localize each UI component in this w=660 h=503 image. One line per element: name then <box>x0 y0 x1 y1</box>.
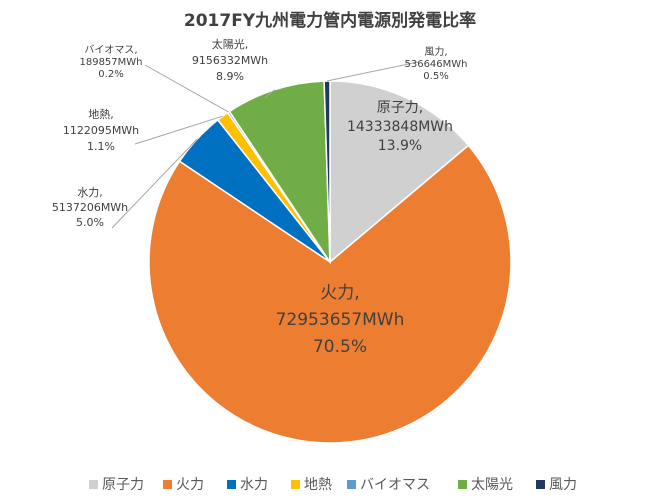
legend-item: 風力 <box>536 477 577 493</box>
legend-swatch <box>227 480 236 489</box>
pie-slices <box>148 80 512 444</box>
legend-item: 地熱 <box>291 477 332 493</box>
leader-line <box>134 115 223 145</box>
leader-line <box>326 61 419 82</box>
leader-line <box>264 89 276 99</box>
slice-label-percent: 0.5% <box>423 71 448 82</box>
legend-item: 原子力 <box>89 477 144 493</box>
legend-swatch <box>89 480 98 489</box>
chart-title: 2017FY九州電力管内電源別発電比率 <box>184 10 476 31</box>
pie-slice-0 <box>329 80 470 264</box>
legend-label: 風力 <box>549 477 577 493</box>
slice-label-name: 火力, <box>320 283 359 303</box>
slice-label-percent: 1.1% <box>87 140 115 153</box>
slice-label-name: 水力, <box>77 186 103 199</box>
slice-label-value: 1122095MWh <box>63 124 139 137</box>
legend-swatch <box>347 480 356 489</box>
legend-swatch <box>536 480 545 489</box>
slice-label-percent: 0.2% <box>98 69 123 80</box>
slice-label-percent: 8.9% <box>216 70 244 83</box>
slice-label-value: 72953657MWh <box>276 310 405 330</box>
slice-label-name: 太陽光, <box>212 37 249 51</box>
slice-label-value: 5137206MWh <box>52 201 128 214</box>
slice-label-percent: 13.9% <box>378 138 422 154</box>
legend-label: 太陽光 <box>471 477 513 493</box>
leader-line <box>111 138 198 229</box>
slice-label-name: 地熱, <box>88 108 114 121</box>
data-labels: 原子力, 14333848MWh 13.9% 火力, 72953657MWh 70.5% 水… <box>52 37 468 357</box>
legend-item: 火力 <box>163 477 204 493</box>
slice-label-name: 原子力, <box>377 100 423 116</box>
legend-label: 地熱 <box>304 477 332 493</box>
legend: 原子力 火力 水力 地熱 バイオマス 太陽光 風力 <box>89 477 577 493</box>
slice-label-value: 189857MWh <box>79 57 142 68</box>
legend-item: 水力 <box>227 477 268 493</box>
slice-label-percent: 70.5% <box>313 337 367 357</box>
leader-line <box>144 64 229 113</box>
legend-item: バイオマス <box>347 477 430 493</box>
leader-lines <box>111 61 419 229</box>
slice-label-name: 風力, <box>424 45 447 58</box>
slice-label-value: 9156332MWh <box>192 54 268 67</box>
slice-label-value: 14333848MWh <box>347 119 453 135</box>
pie-slice-1 <box>148 144 512 444</box>
legend-label: 火力 <box>176 477 204 493</box>
legend-label: バイオマス <box>360 477 430 493</box>
slice-label-name: バイオマス, <box>84 44 137 56</box>
slice-label-value: 536646MWh <box>404 59 467 70</box>
legend-swatch <box>163 480 172 489</box>
legend-label: 原子力 <box>102 477 144 493</box>
slice-label-percent: 5.0% <box>76 216 104 229</box>
legend-label: 水力 <box>240 477 268 493</box>
legend-item: 太陽光 <box>458 477 513 493</box>
legend-swatch <box>291 480 300 489</box>
legend-swatch <box>458 480 467 489</box>
